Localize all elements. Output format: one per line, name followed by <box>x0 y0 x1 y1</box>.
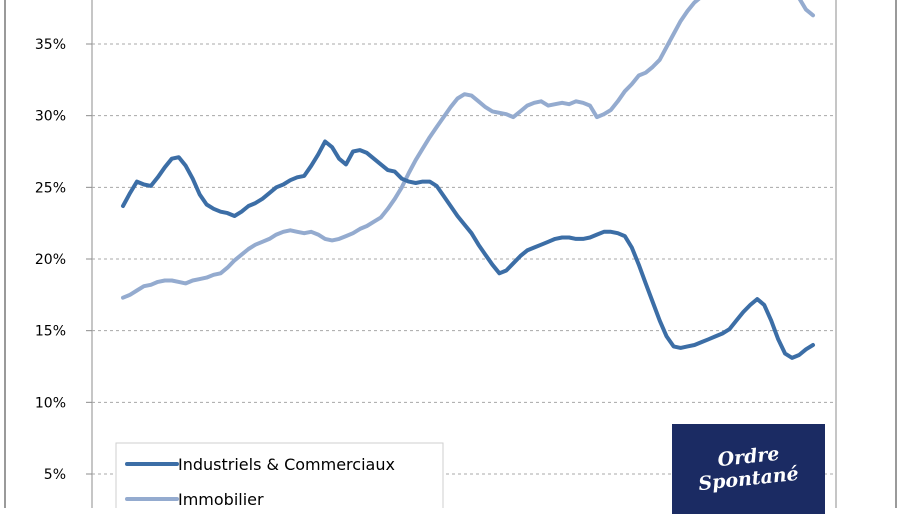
y-axis-ticks: 5% 10% 15% 20% 25% 30% 35% <box>35 37 92 483</box>
y-tick-label: 30% <box>35 109 66 125</box>
y-tick-label: 5% <box>44 467 66 483</box>
y-tick-label: 15% <box>35 324 66 340</box>
y-tick-label: 10% <box>35 395 66 411</box>
legend-label-industriels: Industriels & Commerciaux <box>178 455 395 474</box>
legend: Industriels & Commerciaux Immobilier <box>115 442 444 508</box>
series-line-immobilier <box>121 0 815 300</box>
gridlines <box>92 43 836 475</box>
legend-label-immobilier: Immobilier <box>178 490 264 508</box>
series-lines <box>121 0 815 360</box>
series-line-industriels <box>121 139 815 360</box>
y-tick-label: 20% <box>35 252 66 268</box>
ordre-spontane-logo: Ordre Spontané <box>672 424 825 514</box>
y-tick-label: 25% <box>35 180 66 196</box>
y-tick-label: 35% <box>35 37 66 53</box>
